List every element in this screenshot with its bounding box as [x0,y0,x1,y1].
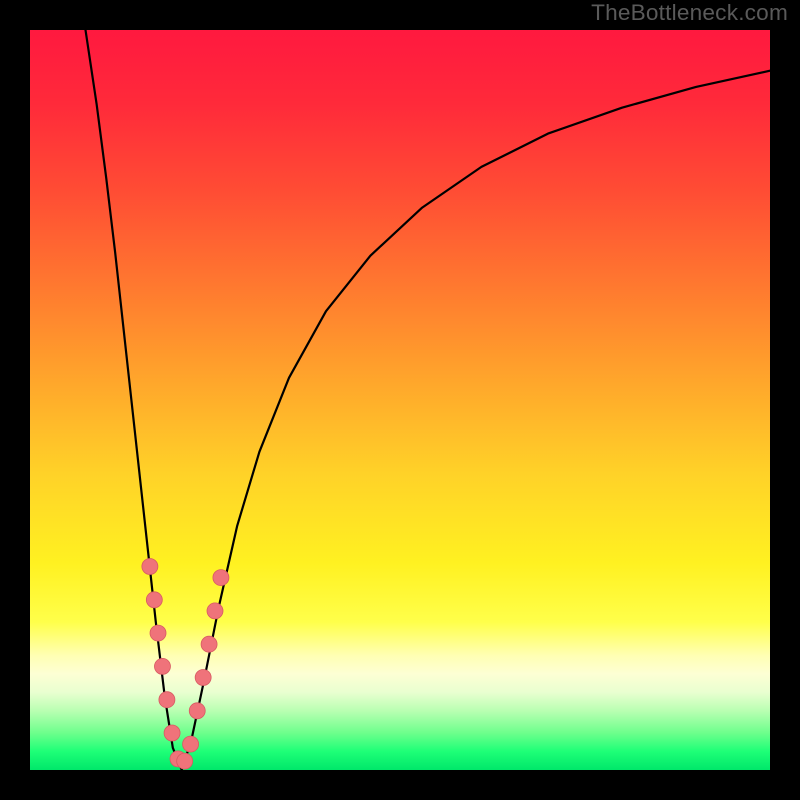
data-marker [150,625,166,641]
data-marker [189,703,205,719]
data-marker [154,658,170,674]
stage: TheBottleneck.com [0,0,800,800]
data-marker [195,670,211,686]
data-marker [146,592,162,608]
data-marker [207,603,223,619]
chart-svg [0,0,800,800]
data-marker [177,753,193,769]
watermark-text: TheBottleneck.com [591,0,788,26]
data-marker [183,736,199,752]
data-marker [142,559,158,575]
data-marker [201,636,217,652]
heat-gradient-background [30,30,770,770]
data-marker [164,725,180,741]
data-marker [159,692,175,708]
data-marker [213,570,229,586]
